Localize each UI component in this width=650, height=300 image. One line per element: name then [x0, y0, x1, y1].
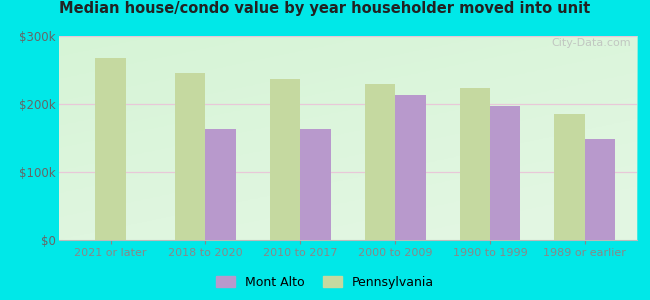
Bar	[96, 58, 126, 240]
Bar	[395, 95, 426, 240]
Bar	[460, 88, 490, 240]
Bar	[585, 140, 615, 240]
Bar	[175, 74, 205, 240]
Bar	[365, 84, 395, 240]
Bar	[300, 129, 331, 240]
Bar	[205, 129, 236, 240]
Text: Median house/condo value by year householder moved into unit: Median house/condo value by year househo…	[59, 2, 591, 16]
Bar	[490, 106, 521, 240]
Legend: Mont Alto, Pennsylvania: Mont Alto, Pennsylvania	[211, 271, 439, 294]
Bar	[270, 79, 300, 240]
Text: City-Data.com: City-Data.com	[552, 38, 631, 48]
Bar	[554, 113, 585, 240]
